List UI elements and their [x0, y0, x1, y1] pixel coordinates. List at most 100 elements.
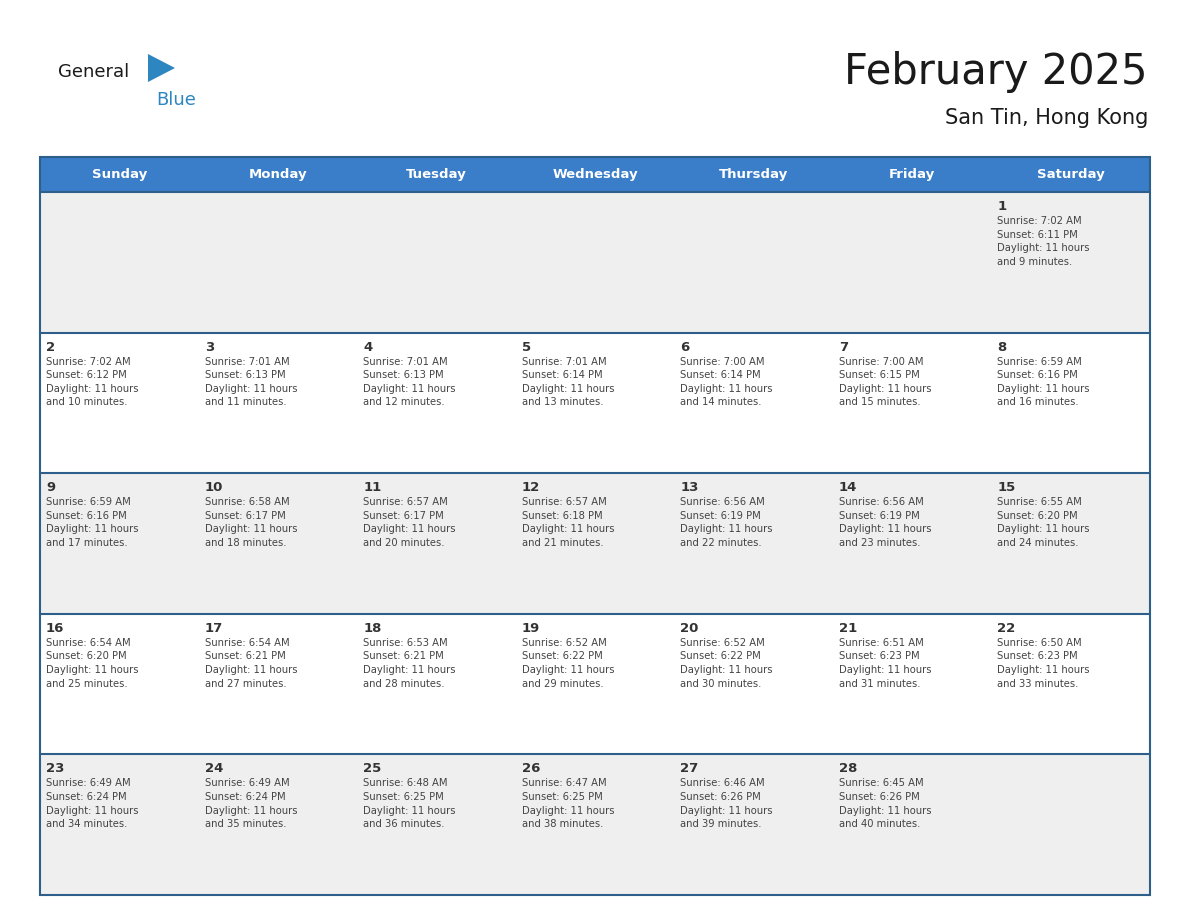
- Text: 6: 6: [681, 341, 689, 353]
- Bar: [358, 473, 516, 614]
- Text: Sunrise: 6:56 AM
Sunset: 6:19 PM
Daylight: 11 hours
and 23 minutes.: Sunrise: 6:56 AM Sunset: 6:19 PM Dayligh…: [839, 498, 931, 548]
- Text: 2: 2: [46, 341, 55, 353]
- Text: 28: 28: [839, 763, 858, 776]
- Text: Sunrise: 6:57 AM
Sunset: 6:18 PM
Daylight: 11 hours
and 21 minutes.: Sunrise: 6:57 AM Sunset: 6:18 PM Dayligh…: [522, 498, 614, 548]
- Text: 23: 23: [46, 763, 64, 776]
- Text: Sunrise: 6:46 AM
Sunset: 6:26 PM
Daylight: 11 hours
and 39 minutes.: Sunrise: 6:46 AM Sunset: 6:26 PM Dayligh…: [681, 778, 772, 829]
- Text: 7: 7: [839, 341, 848, 353]
- Bar: [675, 192, 833, 332]
- Bar: [992, 192, 1150, 332]
- Text: Sunrise: 6:59 AM
Sunset: 6:16 PM
Daylight: 11 hours
and 16 minutes.: Sunrise: 6:59 AM Sunset: 6:16 PM Dayligh…: [998, 356, 1089, 408]
- Text: Sunrise: 6:52 AM
Sunset: 6:22 PM
Daylight: 11 hours
and 30 minutes.: Sunrise: 6:52 AM Sunset: 6:22 PM Dayligh…: [681, 638, 772, 688]
- Bar: [40, 473, 198, 614]
- Text: Sunrise: 6:52 AM
Sunset: 6:22 PM
Daylight: 11 hours
and 29 minutes.: Sunrise: 6:52 AM Sunset: 6:22 PM Dayligh…: [522, 638, 614, 688]
- Text: 18: 18: [364, 621, 381, 635]
- Text: 16: 16: [46, 621, 64, 635]
- Text: Monday: Monday: [248, 168, 308, 181]
- Text: Sunrise: 6:49 AM
Sunset: 6:24 PM
Daylight: 11 hours
and 34 minutes.: Sunrise: 6:49 AM Sunset: 6:24 PM Dayligh…: [46, 778, 139, 829]
- Bar: [833, 157, 992, 192]
- Bar: [358, 614, 516, 755]
- Text: Sunday: Sunday: [91, 168, 147, 181]
- Text: General: General: [58, 63, 129, 81]
- Bar: [516, 157, 675, 192]
- Text: Sunrise: 6:54 AM
Sunset: 6:20 PM
Daylight: 11 hours
and 25 minutes.: Sunrise: 6:54 AM Sunset: 6:20 PM Dayligh…: [46, 638, 139, 688]
- Text: 14: 14: [839, 481, 858, 494]
- Bar: [198, 332, 358, 473]
- Text: Sunrise: 6:55 AM
Sunset: 6:20 PM
Daylight: 11 hours
and 24 minutes.: Sunrise: 6:55 AM Sunset: 6:20 PM Dayligh…: [998, 498, 1089, 548]
- Bar: [516, 614, 675, 755]
- Text: 11: 11: [364, 481, 381, 494]
- Bar: [992, 755, 1150, 895]
- Bar: [516, 332, 675, 473]
- Text: Friday: Friday: [889, 168, 935, 181]
- Bar: [516, 755, 675, 895]
- Bar: [675, 614, 833, 755]
- Text: Sunrise: 6:49 AM
Sunset: 6:24 PM
Daylight: 11 hours
and 35 minutes.: Sunrise: 6:49 AM Sunset: 6:24 PM Dayligh…: [204, 778, 297, 829]
- Bar: [675, 332, 833, 473]
- Text: San Tin, Hong Kong: San Tin, Hong Kong: [944, 108, 1148, 128]
- Text: Sunrise: 6:47 AM
Sunset: 6:25 PM
Daylight: 11 hours
and 38 minutes.: Sunrise: 6:47 AM Sunset: 6:25 PM Dayligh…: [522, 778, 614, 829]
- Text: Tuesday: Tuesday: [406, 168, 467, 181]
- Polygon shape: [148, 54, 175, 82]
- Text: Sunrise: 6:51 AM
Sunset: 6:23 PM
Daylight: 11 hours
and 31 minutes.: Sunrise: 6:51 AM Sunset: 6:23 PM Dayligh…: [839, 638, 931, 688]
- Text: Sunrise: 6:50 AM
Sunset: 6:23 PM
Daylight: 11 hours
and 33 minutes.: Sunrise: 6:50 AM Sunset: 6:23 PM Dayligh…: [998, 638, 1089, 688]
- Text: 25: 25: [364, 763, 381, 776]
- Bar: [40, 614, 198, 755]
- Text: 3: 3: [204, 341, 214, 353]
- Text: 5: 5: [522, 341, 531, 353]
- Bar: [358, 755, 516, 895]
- Bar: [833, 614, 992, 755]
- Text: Sunrise: 6:54 AM
Sunset: 6:21 PM
Daylight: 11 hours
and 27 minutes.: Sunrise: 6:54 AM Sunset: 6:21 PM Dayligh…: [204, 638, 297, 688]
- Bar: [992, 157, 1150, 192]
- Text: 20: 20: [681, 621, 699, 635]
- Text: 21: 21: [839, 621, 857, 635]
- Text: 12: 12: [522, 481, 541, 494]
- Text: 27: 27: [681, 763, 699, 776]
- Text: Sunrise: 7:00 AM
Sunset: 6:15 PM
Daylight: 11 hours
and 15 minutes.: Sunrise: 7:00 AM Sunset: 6:15 PM Dayligh…: [839, 356, 931, 408]
- Text: 15: 15: [998, 481, 1016, 494]
- Text: Sunrise: 7:02 AM
Sunset: 6:11 PM
Daylight: 11 hours
and 9 minutes.: Sunrise: 7:02 AM Sunset: 6:11 PM Dayligh…: [998, 216, 1089, 267]
- Bar: [992, 614, 1150, 755]
- Text: 1: 1: [998, 200, 1006, 213]
- Text: 4: 4: [364, 341, 372, 353]
- Text: Sunrise: 6:56 AM
Sunset: 6:19 PM
Daylight: 11 hours
and 22 minutes.: Sunrise: 6:56 AM Sunset: 6:19 PM Dayligh…: [681, 498, 772, 548]
- Bar: [358, 192, 516, 332]
- Text: Sunrise: 7:02 AM
Sunset: 6:12 PM
Daylight: 11 hours
and 10 minutes.: Sunrise: 7:02 AM Sunset: 6:12 PM Dayligh…: [46, 356, 139, 408]
- Bar: [358, 332, 516, 473]
- Text: 19: 19: [522, 621, 541, 635]
- Bar: [516, 473, 675, 614]
- Text: Sunrise: 7:01 AM
Sunset: 6:14 PM
Daylight: 11 hours
and 13 minutes.: Sunrise: 7:01 AM Sunset: 6:14 PM Dayligh…: [522, 356, 614, 408]
- Text: Sunrise: 7:01 AM
Sunset: 6:13 PM
Daylight: 11 hours
and 11 minutes.: Sunrise: 7:01 AM Sunset: 6:13 PM Dayligh…: [204, 356, 297, 408]
- Text: Sunrise: 6:57 AM
Sunset: 6:17 PM
Daylight: 11 hours
and 20 minutes.: Sunrise: 6:57 AM Sunset: 6:17 PM Dayligh…: [364, 498, 456, 548]
- Bar: [198, 614, 358, 755]
- Text: Sunrise: 7:01 AM
Sunset: 6:13 PM
Daylight: 11 hours
and 12 minutes.: Sunrise: 7:01 AM Sunset: 6:13 PM Dayligh…: [364, 356, 456, 408]
- Text: Saturday: Saturday: [1037, 168, 1105, 181]
- Bar: [198, 473, 358, 614]
- Bar: [40, 192, 198, 332]
- Bar: [833, 473, 992, 614]
- Bar: [833, 755, 992, 895]
- Bar: [198, 192, 358, 332]
- Bar: [198, 755, 358, 895]
- Bar: [675, 473, 833, 614]
- Bar: [992, 332, 1150, 473]
- Bar: [675, 157, 833, 192]
- Bar: [40, 157, 198, 192]
- Text: 13: 13: [681, 481, 699, 494]
- Text: Sunrise: 6:53 AM
Sunset: 6:21 PM
Daylight: 11 hours
and 28 minutes.: Sunrise: 6:53 AM Sunset: 6:21 PM Dayligh…: [364, 638, 456, 688]
- Text: February 2025: February 2025: [845, 51, 1148, 93]
- Text: Thursday: Thursday: [719, 168, 788, 181]
- Bar: [40, 755, 198, 895]
- Text: 17: 17: [204, 621, 223, 635]
- Text: Sunrise: 6:58 AM
Sunset: 6:17 PM
Daylight: 11 hours
and 18 minutes.: Sunrise: 6:58 AM Sunset: 6:17 PM Dayligh…: [204, 498, 297, 548]
- Text: Sunrise: 7:00 AM
Sunset: 6:14 PM
Daylight: 11 hours
and 14 minutes.: Sunrise: 7:00 AM Sunset: 6:14 PM Dayligh…: [681, 356, 772, 408]
- Bar: [833, 192, 992, 332]
- Text: 26: 26: [522, 763, 541, 776]
- Text: Sunrise: 6:59 AM
Sunset: 6:16 PM
Daylight: 11 hours
and 17 minutes.: Sunrise: 6:59 AM Sunset: 6:16 PM Dayligh…: [46, 498, 139, 548]
- Bar: [833, 332, 992, 473]
- Text: Wednesday: Wednesday: [552, 168, 638, 181]
- Bar: [358, 157, 516, 192]
- Text: 10: 10: [204, 481, 223, 494]
- Bar: [992, 473, 1150, 614]
- Bar: [198, 157, 358, 192]
